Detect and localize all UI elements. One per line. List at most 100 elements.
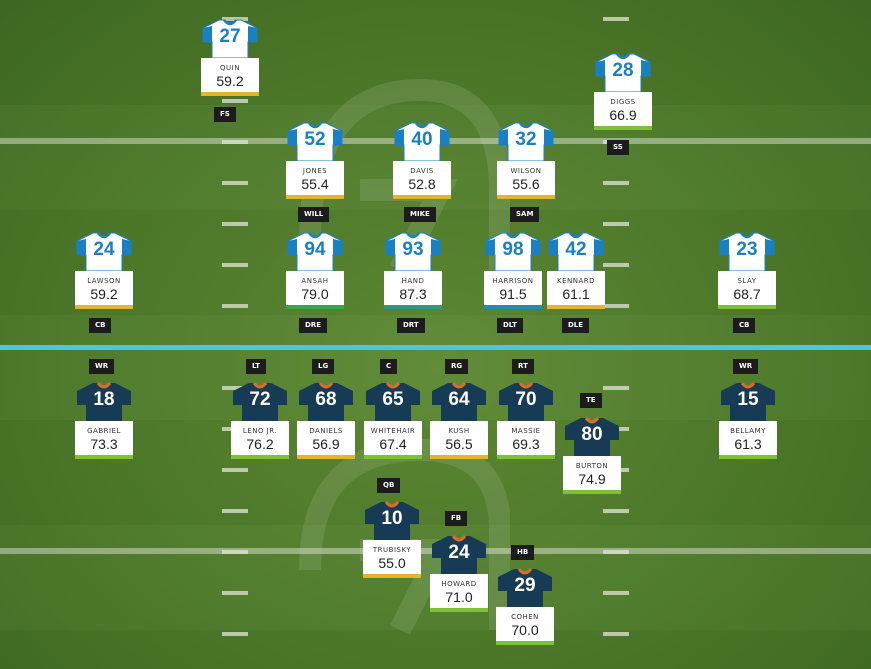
hash-mark xyxy=(603,304,629,308)
player-card: KENNARD 61.1 xyxy=(547,271,605,309)
position-tag-rg: RG xyxy=(445,359,469,374)
jersey-icon: 27 xyxy=(201,18,259,58)
player-card: HOWARD 71.0 xyxy=(430,574,488,612)
player-name: LAWSON xyxy=(87,277,121,285)
player-grade: 68.7 xyxy=(733,286,761,302)
jersey-number: 27 xyxy=(219,26,241,47)
position-tag-wr-left: WR xyxy=(89,359,115,374)
jersey-number: 98 xyxy=(502,239,524,260)
jersey-number: 42 xyxy=(565,239,587,260)
player-cohen[interactable]: 29 COHEN 70.0 xyxy=(496,567,554,645)
player-card: MASSIE 69.3 xyxy=(497,421,555,459)
jersey-icon: 65 xyxy=(364,381,422,421)
jersey-icon: 64 xyxy=(430,381,488,421)
jersey-icon: 94 xyxy=(286,231,344,271)
jersey-number: 23 xyxy=(736,239,758,260)
player-diggs[interactable]: 28 DIGGS 66.9 xyxy=(594,52,652,130)
player-grade: 52.8 xyxy=(408,176,436,192)
player-card: DAVIS 52.8 xyxy=(393,161,451,199)
player-slay[interactable]: 23 SLAY 68.7 xyxy=(718,231,776,309)
player-burton[interactable]: 80 BURTON 74.9 xyxy=(563,416,621,494)
hash-mark xyxy=(222,550,248,554)
position-tag-dlt: DLT xyxy=(497,318,523,333)
jersey-number: 68 xyxy=(315,389,337,410)
hash-mark xyxy=(222,140,248,144)
jersey-number: 40 xyxy=(411,129,433,150)
player-hand[interactable]: 93 HAND 87.3 xyxy=(384,231,442,309)
position-tag-fb: FB xyxy=(445,511,468,526)
jersey-number: 64 xyxy=(448,389,470,410)
player-card: DIGGS 66.9 xyxy=(594,92,652,130)
player-card: QUIN 59.2 xyxy=(201,58,259,96)
jersey-number: 80 xyxy=(581,424,603,445)
player-name: QUIN xyxy=(220,64,240,72)
player-grade: 87.3 xyxy=(399,286,427,302)
jersey-number: 72 xyxy=(249,389,271,410)
player-name: HARRISON xyxy=(492,277,534,285)
player-grade: 61.1 xyxy=(562,286,590,302)
player-gabriel[interactable]: 18 GABRIEL 73.3 xyxy=(75,381,133,459)
hash-mark xyxy=(222,181,248,185)
player-ansah[interactable]: 94 ANSAH 79.0 xyxy=(286,231,344,309)
player-bellamy[interactable]: 15 BELLAMY 61.3 xyxy=(719,381,777,459)
player-grade: 66.9 xyxy=(609,107,637,123)
player-wilson[interactable]: 32 WILSON 55.6 xyxy=(497,121,555,199)
jersey-number: 24 xyxy=(448,542,470,563)
player-davis[interactable]: 40 DAVIS 52.8 xyxy=(393,121,451,199)
player-card: COHEN 70.0 xyxy=(496,607,554,645)
hash-mark xyxy=(222,468,248,472)
player-name: LENO JR. xyxy=(242,427,278,435)
jersey-icon: 24 xyxy=(75,231,133,271)
jersey-number: 10 xyxy=(381,508,403,529)
player-card: HAND 87.3 xyxy=(384,271,442,309)
player-quin[interactable]: 27 QUIN 59.2 xyxy=(201,18,259,96)
player-card: BELLAMY 61.3 xyxy=(719,421,777,459)
player-leno[interactable]: 72 LENO JR. 76.2 xyxy=(231,381,289,459)
player-grade: 56.9 xyxy=(312,436,340,452)
player-grade: 55.6 xyxy=(512,176,540,192)
player-whitehair[interactable]: 65 WHITEHAIR 67.4 xyxy=(364,381,422,459)
player-name: KENNARD xyxy=(556,277,596,285)
jersey-number: 32 xyxy=(515,129,537,150)
hash-mark xyxy=(222,222,248,226)
player-grade: 55.0 xyxy=(378,555,406,571)
hash-mark xyxy=(603,386,629,390)
hash-mark xyxy=(603,632,629,636)
player-name: MASSIE xyxy=(511,427,541,435)
player-kush[interactable]: 64 KUSH 56.5 xyxy=(430,381,488,459)
player-name: ANSAH xyxy=(301,277,329,285)
jersey-number: 24 xyxy=(93,239,115,260)
hash-mark xyxy=(222,304,248,308)
player-trubisky[interactable]: 10 TRUBISKY 55.0 xyxy=(363,500,421,578)
player-grade: 56.5 xyxy=(445,436,473,452)
hash-mark xyxy=(222,386,248,390)
hash-mark xyxy=(222,509,248,513)
position-tag-lt: LT xyxy=(246,359,267,374)
player-harrison[interactable]: 98 HARRISON 91.5 xyxy=(484,231,542,309)
player-card: LAWSON 59.2 xyxy=(75,271,133,309)
jersey-icon: 80 xyxy=(563,416,621,456)
player-grade: 55.4 xyxy=(301,176,329,192)
position-tag-ss: SS xyxy=(607,140,629,155)
jersey-icon: 52 xyxy=(286,121,344,161)
player-howard[interactable]: 24 HOWARD 71.0 xyxy=(430,534,488,612)
jersey-icon: 15 xyxy=(719,381,777,421)
player-name: TRUBISKY xyxy=(372,546,412,554)
hash-mark xyxy=(603,17,629,21)
jersey-icon: 32 xyxy=(497,121,555,161)
player-grade: 70.0 xyxy=(511,622,539,638)
hash-mark xyxy=(222,591,248,595)
player-massie[interactable]: 70 MASSIE 69.3 xyxy=(497,381,555,459)
player-lawson[interactable]: 24 LAWSON 59.2 xyxy=(75,231,133,309)
jersey-icon: 23 xyxy=(718,231,776,271)
jersey-icon: 28 xyxy=(594,52,652,92)
player-daniels[interactable]: 68 DANIELS 56.9 xyxy=(297,381,355,459)
player-name: BELLAMY xyxy=(730,427,766,435)
player-name: WHITEHAIR xyxy=(370,427,416,435)
hash-mark xyxy=(222,17,248,21)
player-grade: 69.3 xyxy=(512,436,540,452)
player-jones[interactable]: 52 JONES 55.4 xyxy=(286,121,344,199)
player-kennard[interactable]: 42 KENNARD 61.1 xyxy=(547,231,605,309)
position-tag-drt: DRT xyxy=(397,318,425,333)
